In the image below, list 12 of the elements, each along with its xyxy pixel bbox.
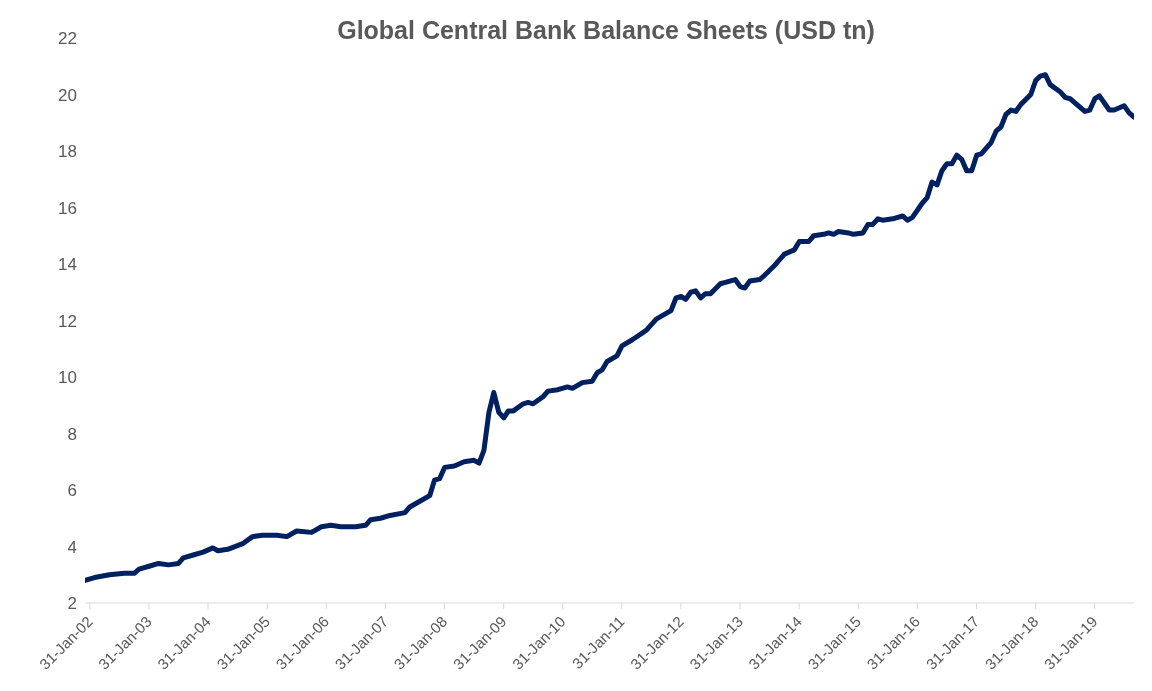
y-tick-label: 6 [67, 481, 77, 501]
y-tick-label: 10 [58, 368, 77, 388]
y-tick-label: 14 [58, 255, 77, 275]
y-tick-label: 22 [58, 29, 77, 49]
y-tick-label: 12 [58, 311, 77, 331]
y-tick-label: 18 [58, 142, 77, 162]
y-tick-label: 8 [67, 424, 77, 444]
y-tick-label: 20 [58, 85, 77, 105]
y-tick-label: 16 [58, 198, 77, 218]
y-tick-label: 4 [67, 537, 77, 557]
chart-title: Global Central Bank Balance Sheets (USD tn) [337, 16, 875, 44]
y-tick-label: 2 [67, 594, 77, 614]
